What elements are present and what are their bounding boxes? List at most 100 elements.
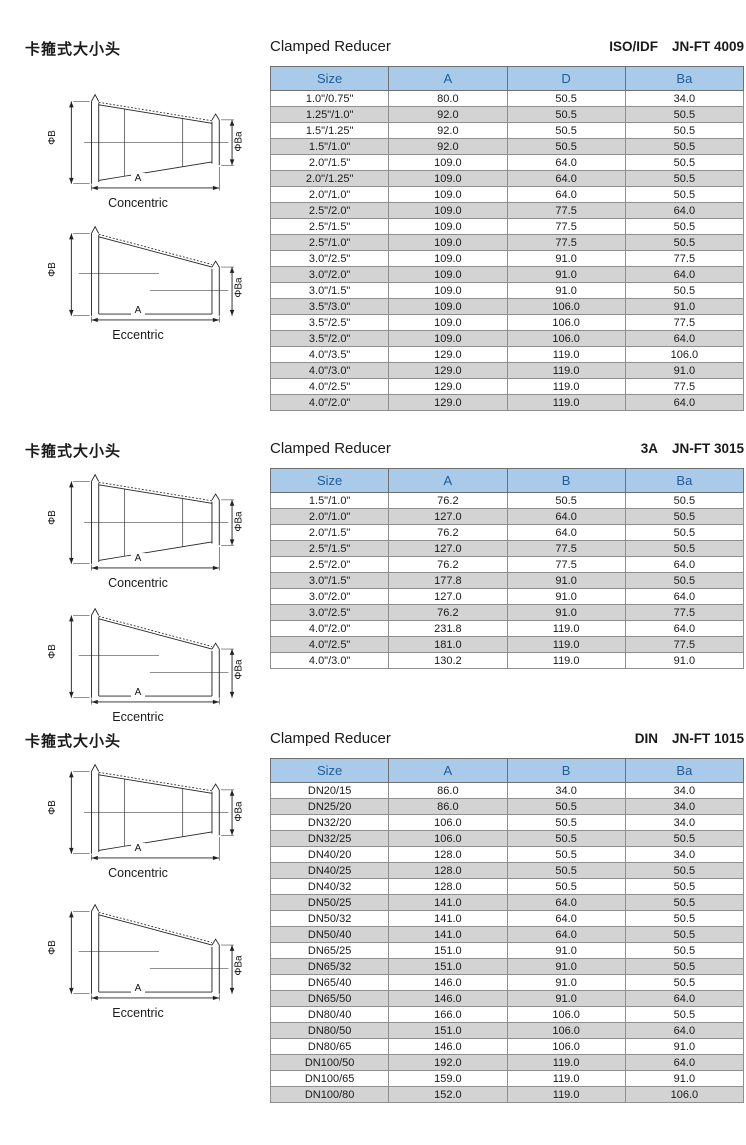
table-cell: DN50/32 xyxy=(269,910,390,927)
table-cell: 166.0 xyxy=(388,1006,508,1023)
column-header: D xyxy=(506,66,626,91)
table-row: 3.5"/2.0" 109.0 106.0 64.0 xyxy=(269,330,745,347)
table-row: 3.0"/2.5" 76.2 91.0 77.5 xyxy=(269,604,745,621)
table-cell: 177.8 xyxy=(388,572,508,589)
table-cell: 50.5 xyxy=(624,154,745,171)
table-cell: 119.0 xyxy=(506,394,626,411)
table-cell: 76.2 xyxy=(388,524,508,541)
table-row: DN32/25 106.0 50.5 50.5 xyxy=(269,830,745,847)
table-cell: 50.5 xyxy=(624,974,745,991)
table-row: 2.0"/1.5" 76.2 64.0 50.5 xyxy=(269,524,745,541)
table-cell: 50.5 xyxy=(624,106,745,123)
table-cell: 146.0 xyxy=(388,1038,508,1055)
section-left-column: 卡箍式大小头 ΦB ΦBa A Concentric ΦB ΦBa A Ecce… xyxy=(25,440,270,724)
table-cell: DN100/80 xyxy=(269,1086,390,1103)
table-cell: 76.2 xyxy=(388,492,508,509)
column-header: Ba xyxy=(624,758,745,783)
table-row: DN65/25 151.0 91.0 50.5 xyxy=(269,942,745,959)
table-row: 3.0"/2.0" 109.0 91.0 64.0 xyxy=(269,266,745,283)
table-row: 3.0"/1.5" 177.8 91.0 50.5 xyxy=(269,572,745,589)
drawing-caption-eccentric: Eccentric xyxy=(112,1006,164,1020)
table-row: 3.0"/2.0" 127.0 91.0 64.0 xyxy=(269,588,745,605)
table-cell: 64.0 xyxy=(624,266,745,283)
table-cell: 159.0 xyxy=(388,1070,508,1087)
table-row: 3.5"/3.0" 109.0 106.0 91.0 xyxy=(269,298,745,315)
table-cell: 4.0"/3.5" xyxy=(269,346,390,363)
column-header: A xyxy=(388,468,508,493)
table-row: 2.5"/1.5" 109.0 77.5 50.5 xyxy=(269,218,745,235)
dim-label-a: A xyxy=(33,843,243,854)
table-cell: 34.0 xyxy=(506,782,626,799)
standard-code: ISO/IDF JN-FT 4009 xyxy=(609,39,744,54)
dim-label-diameter-ba: ΦBa xyxy=(233,277,245,298)
table-cell: 151.0 xyxy=(388,1022,508,1039)
table-row: DN100/65 159.0 119.0 91.0 xyxy=(269,1070,745,1087)
table-cell: 3.0"/2.0" xyxy=(269,588,390,605)
table-cell: 119.0 xyxy=(506,362,626,379)
table-cell: 50.5 xyxy=(624,878,745,895)
eccentric-reducer-drawing: ΦB ΦBa A Eccentric xyxy=(33,602,247,724)
table-row: 3.0"/2.5" 109.0 91.0 77.5 xyxy=(269,250,745,267)
table-cell: 77.5 xyxy=(624,636,745,653)
table-row: 2.5"/1.0" 109.0 77.5 50.5 xyxy=(269,234,745,251)
section-din: 卡箍式大小头 ΦB ΦBa A Concentric ΦB ΦBa A Ecce… xyxy=(25,730,745,1103)
table-cell: 2.0"/1.0" xyxy=(269,186,390,203)
column-header: Size xyxy=(269,758,390,783)
table-cell: 141.0 xyxy=(388,910,508,927)
table-row: 1.25"/1.0" 92.0 50.5 50.5 xyxy=(269,106,745,123)
table-cell: 119.0 xyxy=(506,620,626,637)
table-cell: 109.0 xyxy=(388,266,508,283)
dim-label-a: A xyxy=(33,305,243,316)
table-cell: 34.0 xyxy=(624,782,745,799)
table-cell: 50.5 xyxy=(624,282,745,299)
table-cell: 50.5 xyxy=(506,798,626,815)
table-cell: 50.5 xyxy=(624,942,745,959)
table-cell: 50.5 xyxy=(624,524,745,541)
table-cell: 91.0 xyxy=(506,990,626,1007)
table-row: 1.5"/1.25" 92.0 50.5 50.5 xyxy=(269,122,745,139)
table-cell: 76.2 xyxy=(388,604,508,621)
model-code: JN-FT 4009 xyxy=(671,39,744,54)
table-cell: 91.0 xyxy=(506,266,626,283)
table-cell: 64.0 xyxy=(624,556,745,573)
section-header: Clamped Reducer ISO/IDF JN-FT 4009 xyxy=(270,38,744,56)
table-cell: 50.5 xyxy=(624,572,745,589)
table-cell: 34.0 xyxy=(624,798,745,815)
table-cell: 4.0"/3.0" xyxy=(269,362,390,379)
section-title: Clamped Reducer xyxy=(270,38,391,55)
drawing-caption-eccentric: Eccentric xyxy=(112,710,164,724)
table-cell: DN65/32 xyxy=(269,958,390,975)
table-cell: 109.0 xyxy=(388,250,508,267)
dim-label-diameter-ba: ΦBa xyxy=(233,955,245,976)
table-cell: DN65/25 xyxy=(269,942,390,959)
dim-label-diameter-ba: ΦBa xyxy=(233,801,245,822)
table-cell: 2.5"/2.0" xyxy=(269,202,390,219)
table-cell: 77.5 xyxy=(506,540,626,557)
table-cell: DN100/50 xyxy=(269,1054,390,1071)
table-cell: 3.0"/2.5" xyxy=(269,250,390,267)
table-cell: DN50/25 xyxy=(269,894,390,911)
section-right-column: Clamped Reducer 3A JN-FT 3015 Size A B Ba 1.… xyxy=(269,440,745,669)
table-row: 1.5"/1.0" 76.2 50.5 50.5 xyxy=(269,492,745,509)
table-cell: 4.0"/2.5" xyxy=(269,636,390,653)
table-cell: 146.0 xyxy=(388,974,508,991)
table-cell: 34.0 xyxy=(624,90,745,107)
table-row: 2.0"/1.0" 109.0 64.0 50.5 xyxy=(269,186,745,203)
table-cell: 77.5 xyxy=(624,378,745,395)
column-header: Size xyxy=(269,66,390,91)
table-cell: 77.5 xyxy=(506,556,626,573)
table-cell: 91.0 xyxy=(624,362,745,379)
table-cell: 64.0 xyxy=(506,154,626,171)
table-cell: 128.0 xyxy=(388,846,508,863)
table-cell: 50.5 xyxy=(624,218,745,235)
table-cell: 64.0 xyxy=(506,186,626,203)
table-cell: 91.0 xyxy=(624,1038,745,1055)
table-row: DN65/50 146.0 91.0 64.0 xyxy=(269,990,745,1007)
column-header: B xyxy=(506,758,626,783)
table-cell: 2.0"/1.5" xyxy=(269,524,390,541)
table-row: 4.0"/2.5" 129.0 119.0 77.5 xyxy=(269,378,745,395)
table-cell: 77.5 xyxy=(506,218,626,235)
table-row: 2.0"/1.5" 109.0 64.0 50.5 xyxy=(269,154,745,171)
table-cell: 109.0 xyxy=(388,298,508,315)
table-row: 3.5"/2.5" 109.0 106.0 77.5 xyxy=(269,314,745,331)
